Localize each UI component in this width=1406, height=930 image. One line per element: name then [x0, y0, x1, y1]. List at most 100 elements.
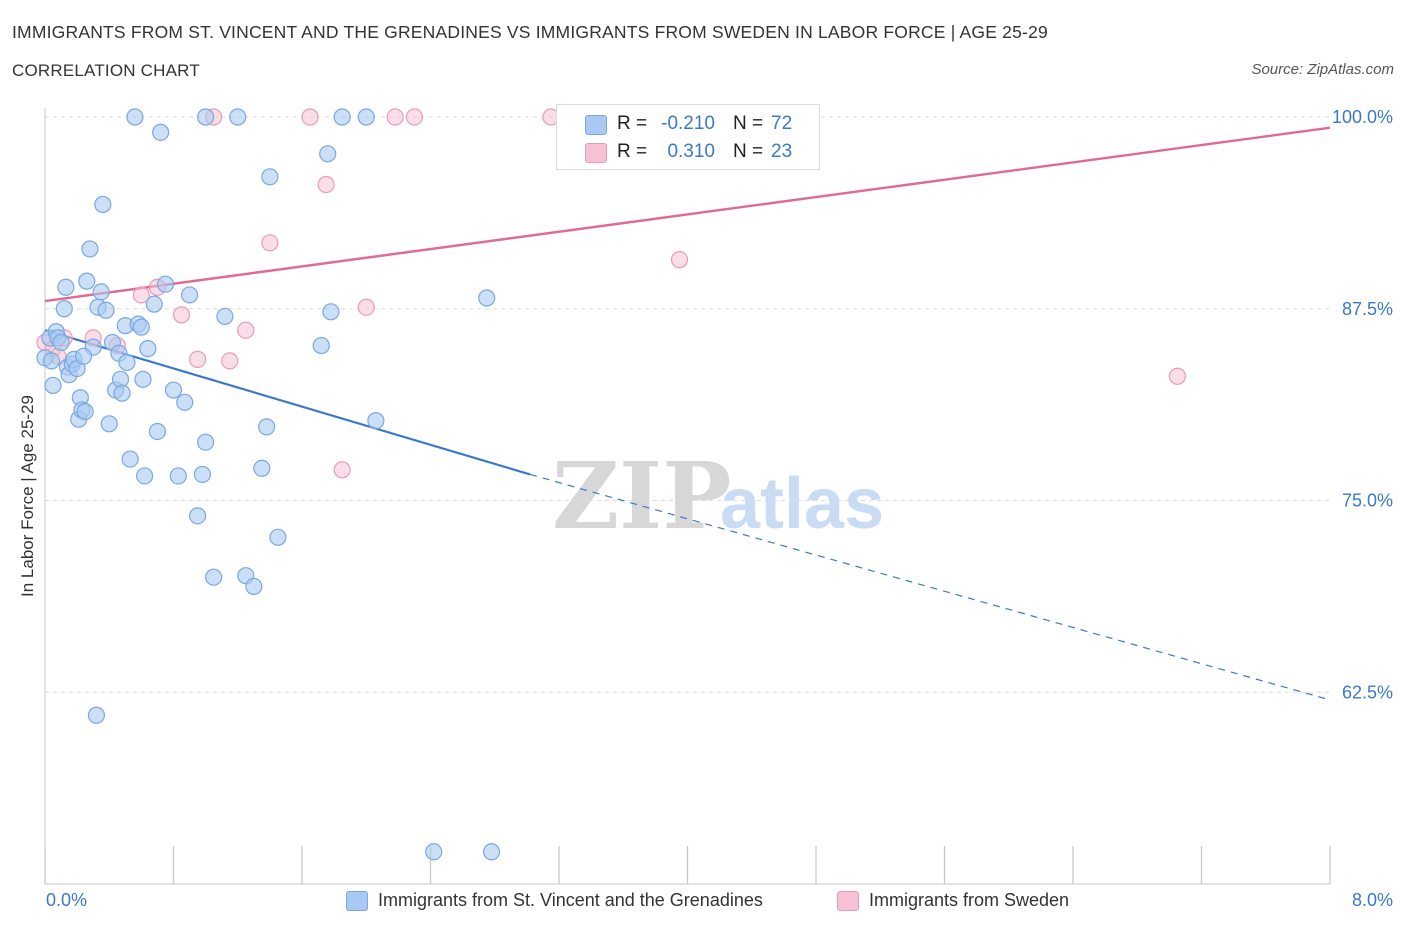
data-point-st-vincent: [367, 412, 385, 430]
data-point-st-vincent: [216, 307, 234, 326]
data-point-st-vincent: [121, 450, 139, 468]
n-value: 72: [771, 113, 793, 134]
data-point-st-vincent: [118, 353, 136, 372]
data-point-st-vincent: [164, 381, 183, 399]
data-point-sweden: [221, 352, 239, 370]
y-tick-label: 87.5%: [1342, 299, 1393, 319]
data-point-sweden: [301, 108, 319, 126]
data-point-st-vincent: [44, 376, 62, 395]
data-point-st-vincent: [42, 352, 61, 370]
data-point-st-vincent: [482, 843, 501, 861]
x-tick-max: 8.0%: [1351, 890, 1393, 910]
data-point-st-vincent: [156, 275, 175, 293]
data-point-st-vincent: [269, 528, 287, 546]
data-point-st-vincent: [176, 393, 194, 411]
data-point-sweden: [1168, 367, 1187, 385]
data-point-sweden: [237, 321, 255, 339]
legend-label: Immigrants from Sweden: [869, 890, 1070, 910]
trend-line-st-vincent-extension: [529, 473, 1331, 701]
data-point-st-vincent: [100, 415, 118, 433]
chart-subtitle: CORRELATION CHART: [12, 61, 200, 80]
data-point-st-vincent: [261, 168, 279, 186]
data-point-st-vincent: [148, 422, 167, 441]
data-point-st-vincent: [132, 318, 150, 336]
data-point-st-vincent: [134, 370, 152, 388]
data-point-sweden: [333, 461, 351, 479]
data-point-st-vincent: [229, 108, 247, 126]
data-point-sweden: [386, 108, 404, 126]
data-point-st-vincent: [205, 568, 223, 586]
data-point-st-vincent: [197, 433, 215, 451]
chart-title: IMMIGRANTS FROM ST. VINCENT AND THE GREN…: [12, 22, 1048, 42]
data-point-sweden: [172, 306, 191, 324]
x-tick-min: 0.0%: [46, 890, 88, 910]
data-point-sweden: [357, 298, 375, 316]
data-point-st-vincent: [169, 467, 187, 485]
data-point-st-vincent: [126, 108, 144, 126]
data-point-st-vincent: [245, 577, 263, 596]
r-label: R =: [617, 113, 648, 134]
n-value: 23: [771, 141, 793, 162]
data-point-st-vincent: [55, 300, 73, 318]
trend-line-sweden: [44, 126, 1331, 303]
r-label: R =: [617, 141, 648, 162]
data-point-st-vincent: [145, 295, 163, 313]
y-tick-labels: 100.0% 87.5% 75.0% 62.5%: [1332, 107, 1393, 702]
source-label: Source: ZipAtlas.com: [1251, 61, 1394, 78]
data-point-st-vincent: [425, 843, 443, 861]
y-tick-label: 75.0%: [1342, 491, 1393, 511]
data-point-st-vincent: [357, 108, 375, 126]
data-point-st-vincent: [253, 459, 271, 477]
data-point-st-vincent: [57, 278, 75, 296]
data-point-st-vincent: [92, 283, 110, 301]
axes: [44, 108, 1331, 885]
data-point-st-vincent: [478, 289, 496, 307]
data-point-st-vincent: [322, 303, 340, 321]
data-point-st-vincent: [76, 402, 94, 421]
data-point-st-vincent: [258, 418, 276, 436]
data-point-st-vincent: [319, 145, 337, 163]
data-point-sweden: [188, 350, 207, 368]
data-point-st-vincent: [139, 340, 157, 358]
watermark-atlas: atlas: [720, 464, 884, 544]
y-tick-label: 100.0%: [1332, 107, 1393, 127]
n-label: N =: [733, 113, 764, 134]
data-point-st-vincent: [81, 240, 99, 258]
data-point-st-vincent: [135, 467, 154, 485]
data-points: [36, 108, 1187, 861]
data-point-sweden: [261, 234, 279, 252]
trend-lines: [44, 126, 1331, 701]
data-point-st-vincent: [78, 272, 96, 290]
grid-lines: [45, 116, 1330, 693]
data-point-sweden: [317, 175, 335, 194]
pink-swatch: [585, 143, 607, 163]
y-tick-label: 62.5%: [1342, 682, 1393, 702]
data-point-st-vincent: [74, 347, 93, 365]
watermark-zip: ZIP: [552, 442, 731, 550]
data-point-st-vincent: [188, 507, 207, 525]
data-point-st-vincent: [197, 108, 215, 126]
legend-label: Immigrants from St. Vincent and the Gren…: [378, 890, 763, 910]
data-point-sweden: [670, 251, 689, 269]
blue-swatch: [585, 115, 607, 135]
blue-swatch: [346, 891, 368, 911]
data-point-st-vincent: [312, 336, 330, 355]
data-point-st-vincent: [333, 108, 351, 126]
data-point-sweden: [405, 108, 424, 126]
data-point-st-vincent: [180, 286, 199, 304]
data-point-sweden: [132, 286, 150, 304]
stats-legend: R = -0.210 N = 72 R = 0.310 N = 23: [556, 104, 820, 170]
n-label: N =: [733, 141, 764, 162]
r-value: 0.310: [667, 141, 715, 162]
data-point-st-vincent: [97, 301, 115, 319]
r-value: -0.210: [661, 113, 715, 134]
data-point-st-vincent: [193, 465, 212, 484]
pink-swatch: [837, 891, 859, 911]
data-point-st-vincent: [87, 706, 106, 724]
data-point-st-vincent: [113, 384, 131, 402]
data-point-st-vincent: [52, 333, 70, 352]
data-point-st-vincent: [152, 123, 170, 141]
y-axis-label: In Labor Force | Age 25-29: [18, 395, 37, 597]
